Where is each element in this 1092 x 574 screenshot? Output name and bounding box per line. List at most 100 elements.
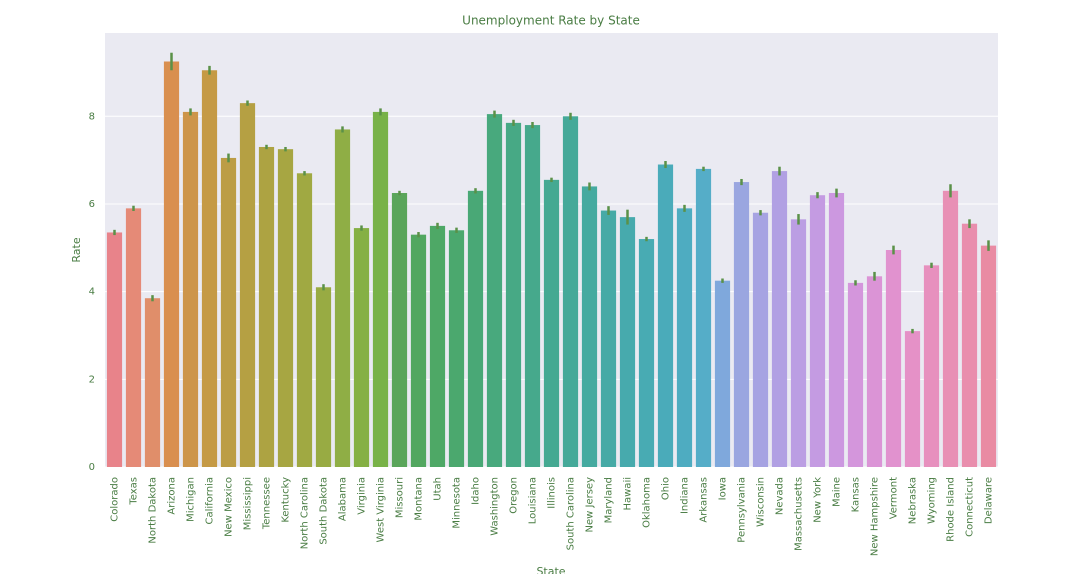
- x-tick-label: New York: [813, 477, 824, 523]
- bar: [125, 208, 142, 468]
- y-tick-label: 0: [89, 462, 95, 473]
- x-axis-label: State: [536, 565, 565, 574]
- bar: [980, 245, 997, 467]
- x-tick-label: California: [205, 477, 216, 525]
- x-tick-label: Nevada: [775, 477, 786, 515]
- bar: [904, 331, 921, 467]
- bar: [790, 219, 807, 467]
- chart-title: Unemployment Rate by State: [462, 14, 640, 28]
- x-tick-label: New Jersey: [585, 477, 596, 533]
- x-tick-label: Michigan: [186, 477, 197, 522]
- bar: [106, 232, 123, 467]
- x-tick-label: Montana: [414, 477, 425, 521]
- bar: [163, 61, 180, 468]
- x-tick-label: Wisconsin: [756, 477, 767, 527]
- x-tick-label: North Carolina: [300, 477, 311, 549]
- y-tick-label: 8: [89, 111, 95, 122]
- bar: [258, 146, 275, 467]
- x-tick-label: Ohio: [661, 477, 672, 500]
- bar: [923, 265, 940, 467]
- bar: [372, 111, 389, 467]
- bar: [220, 157, 237, 467]
- bar: [733, 182, 750, 467]
- bar: [695, 168, 712, 467]
- bar: [885, 250, 902, 467]
- x-tick-label: Delaware: [984, 477, 995, 524]
- bar: [543, 179, 560, 467]
- x-tick-label: Massachusetts: [794, 477, 805, 551]
- x-tick-label: Kansas: [851, 477, 862, 512]
- x-tick-label: Utah: [433, 477, 444, 501]
- bar: [581, 186, 598, 468]
- bar: [505, 122, 522, 468]
- bar: [144, 298, 161, 467]
- x-tick-label: Mississippi: [243, 477, 254, 530]
- bar: [353, 228, 370, 467]
- x-tick-label: Virginia: [357, 477, 368, 515]
- x-tick-label: Alabama: [338, 477, 349, 521]
- x-tick-label: Hawaii: [623, 477, 634, 511]
- x-tick-label: Rhode Island: [946, 477, 957, 542]
- bar: [201, 70, 218, 467]
- x-tick-label: Arizona: [167, 477, 178, 515]
- x-tick-label: Tennessee: [262, 477, 273, 530]
- x-tick-label: Connecticut: [965, 477, 976, 537]
- x-tick-label: West Virginia: [376, 477, 387, 542]
- x-tick-label: South Carolina: [566, 477, 577, 550]
- bar: [600, 210, 617, 467]
- x-tick-label: Louisiana: [528, 477, 539, 524]
- x-tick-label: Idaho: [471, 477, 482, 505]
- x-tick-label: Minnesota: [452, 477, 463, 529]
- bar: [296, 173, 313, 467]
- bar: [714, 280, 731, 467]
- x-tick-label: Indiana: [680, 477, 691, 514]
- bar: [828, 193, 845, 467]
- x-tick-label: Texas: [129, 477, 140, 506]
- x-tick-label: Iowa: [718, 477, 729, 500]
- bar: [239, 103, 256, 467]
- x-tick-label: Maine: [832, 477, 843, 507]
- x-tick-label: Nebraska: [908, 477, 919, 524]
- x-tick-label: Arkansas: [699, 477, 710, 523]
- x-tick-label: Vermont: [889, 477, 900, 519]
- x-tick-label: Wyoming: [927, 477, 938, 524]
- bar: [410, 234, 427, 467]
- bar: [429, 225, 446, 467]
- bar: [467, 190, 484, 467]
- bar: [562, 116, 579, 467]
- bar: [942, 190, 959, 467]
- x-tick-label: Kentucky: [281, 477, 292, 523]
- bar: [334, 129, 351, 467]
- bar: [676, 208, 693, 468]
- x-tick-label: Colorado: [110, 477, 121, 522]
- x-tick-label: North Dakota: [148, 477, 159, 544]
- bar: [847, 282, 864, 467]
- bar: [315, 287, 332, 467]
- x-tick-label: Pennsylvania: [737, 477, 748, 543]
- bar: [182, 111, 199, 467]
- x-tick-label: Oklahoma: [642, 477, 653, 528]
- x-tick-label: New Mexico: [224, 477, 235, 537]
- y-tick-label: 4: [89, 287, 95, 298]
- bar: [638, 239, 655, 467]
- x-tick-label: Maryland: [604, 477, 615, 523]
- bar: [486, 114, 503, 467]
- bar: [961, 223, 978, 467]
- x-tick-label: Washington: [490, 477, 501, 536]
- bar: [752, 212, 769, 467]
- y-tick-label: 6: [89, 199, 95, 210]
- x-tick-label: South Dakota: [319, 477, 330, 545]
- bar: [448, 230, 465, 467]
- y-axis-label: Rate: [70, 237, 83, 262]
- x-tick-label: New Hampshire: [870, 477, 881, 556]
- bar: [866, 276, 883, 467]
- x-tick-label: Illinois: [547, 477, 558, 509]
- x-tick-label: Oregon: [509, 477, 520, 514]
- bar: [809, 195, 826, 467]
- x-tick-label: Missouri: [395, 477, 406, 518]
- bar: [619, 217, 636, 467]
- y-tick-label: 2: [89, 374, 95, 385]
- bar: [657, 164, 674, 468]
- bar: [524, 125, 541, 467]
